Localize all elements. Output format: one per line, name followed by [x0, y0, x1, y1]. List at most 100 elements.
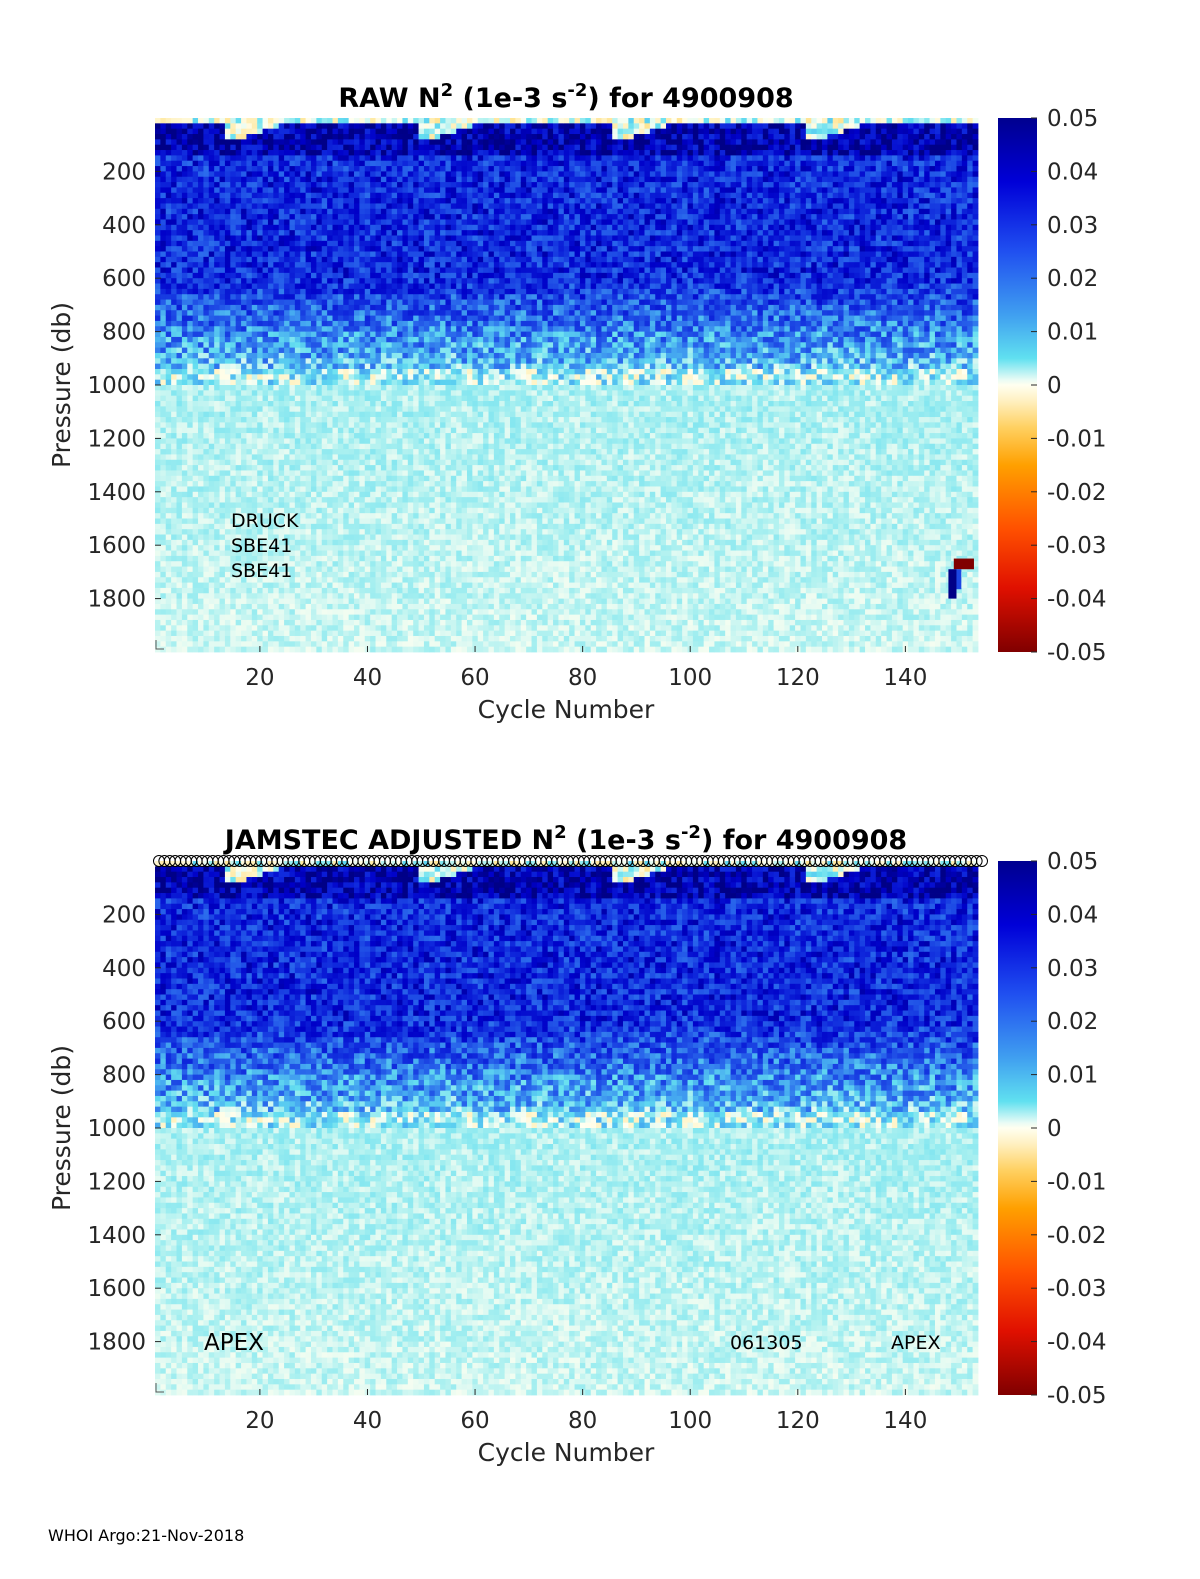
heatmap-cell — [343, 545, 349, 551]
heatmap-cell — [311, 235, 317, 241]
heatmap-cell — [386, 300, 392, 306]
heatmap-cell — [230, 289, 236, 295]
heatmap-cell — [209, 268, 215, 274]
heatmap-cell — [322, 118, 328, 124]
heatmap-cell — [316, 561, 322, 567]
heatmap-cell — [236, 203, 242, 209]
heatmap-cell — [289, 214, 295, 220]
heatmap-cell — [338, 620, 344, 626]
heatmap-cell — [220, 588, 226, 594]
heatmap-cell — [177, 342, 183, 348]
heatmap-cell — [322, 150, 328, 156]
heatmap-cell — [284, 593, 290, 599]
heatmap-cell — [166, 465, 172, 471]
heatmap-cell — [333, 209, 339, 215]
heatmap-cell — [187, 225, 193, 231]
heatmap-cell — [209, 193, 215, 199]
heatmap-cell — [193, 615, 199, 621]
heatmap-cell — [187, 647, 193, 653]
heatmap-cell — [333, 604, 339, 610]
heatmap-cell — [209, 214, 215, 220]
heatmap-cell — [370, 268, 376, 274]
heatmap-cell — [279, 641, 285, 647]
heatmap-cell — [322, 481, 328, 487]
heatmap-cell — [322, 321, 328, 327]
heatmap-cell — [386, 268, 392, 274]
heatmap-cell — [284, 241, 290, 247]
heatmap-cell — [300, 529, 306, 535]
heatmap-cell — [354, 380, 360, 386]
heatmap-cell — [214, 235, 220, 241]
heatmap-cell — [203, 310, 209, 316]
heatmap-cell — [241, 316, 247, 322]
heatmap-cell — [209, 535, 215, 541]
heatmap-cell — [230, 374, 236, 380]
heatmap-cell — [257, 161, 263, 167]
heatmap-cell — [155, 321, 161, 327]
heatmap-cell — [295, 332, 301, 338]
heatmap-cell — [220, 187, 226, 193]
heatmap-cell — [214, 316, 220, 322]
heatmap-cell — [160, 577, 166, 583]
heatmap-cell — [284, 588, 290, 594]
heatmap-cell — [257, 155, 263, 161]
heatmap-cell — [365, 401, 371, 407]
heatmap-cell — [241, 615, 247, 621]
heatmap-cell — [241, 599, 247, 605]
heatmap-cell — [246, 444, 252, 450]
heatmap-cell — [289, 593, 295, 599]
heatmap-cell — [343, 396, 349, 402]
heatmap-cell — [333, 406, 339, 412]
heatmap-cell — [295, 348, 301, 354]
heatmap-cell — [171, 460, 177, 466]
heatmap-cell — [354, 310, 360, 316]
heatmap-cell — [246, 235, 252, 241]
heatmap-cell — [236, 337, 242, 343]
heatmap-cell — [198, 385, 204, 391]
heatmap-cell — [343, 535, 349, 541]
heatmap-cell — [338, 460, 344, 466]
heatmap-cell — [338, 166, 344, 172]
heatmap-cell — [252, 401, 258, 407]
heatmap-cell — [376, 241, 382, 247]
heatmap-cell — [359, 182, 365, 188]
heatmap-cell — [279, 134, 285, 140]
heatmap-cell — [338, 465, 344, 471]
heatmap-cell — [182, 166, 188, 172]
heatmap-cell — [349, 444, 355, 450]
heatmap-cell — [230, 460, 236, 466]
heatmap-cell — [381, 625, 387, 631]
heatmap-cell — [306, 396, 312, 402]
heatmap-cell — [257, 438, 263, 444]
heatmap-cell — [370, 305, 376, 311]
heatmap-cell — [236, 396, 242, 402]
heatmap-cell — [193, 524, 199, 530]
heatmap-cell — [365, 134, 371, 140]
heatmap-cell — [349, 316, 355, 322]
heatmap-cell — [295, 198, 301, 204]
heatmap-cell — [220, 385, 226, 391]
heatmap-cell — [376, 513, 382, 519]
heatmap-cell — [311, 412, 317, 418]
heatmap-cell — [193, 374, 199, 380]
heatmap-cell — [289, 615, 295, 621]
heatmap-cell — [338, 647, 344, 653]
heatmap-cell — [214, 396, 220, 402]
heatmap-cell — [198, 380, 204, 386]
heatmap-cell — [311, 486, 317, 492]
heatmap-cell — [316, 246, 322, 252]
heatmap-cell — [214, 428, 220, 434]
heatmap-cell — [327, 540, 333, 546]
heatmap-cell — [306, 609, 312, 615]
heatmap-cell — [155, 545, 161, 551]
heatmap-cell — [230, 134, 236, 140]
heatmap-cell — [182, 556, 188, 562]
heatmap-cell — [370, 593, 376, 599]
heatmap-cell — [295, 481, 301, 487]
heatmap-cell — [306, 620, 312, 626]
heatmap-cell — [241, 647, 247, 653]
heatmap-cell — [214, 540, 220, 546]
heatmap-cell — [241, 278, 247, 284]
heatmap-cell — [376, 380, 382, 386]
